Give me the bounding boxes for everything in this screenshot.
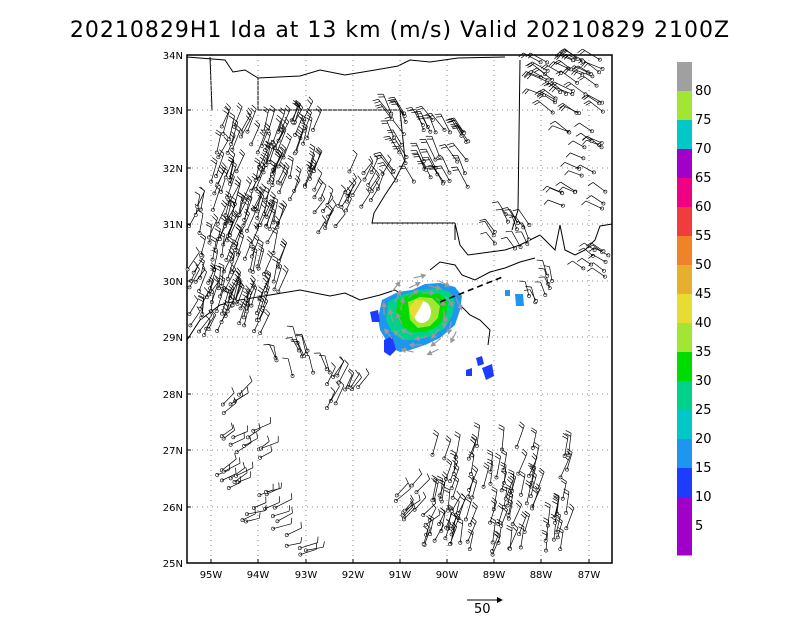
lat-label: 25N bbox=[163, 559, 183, 570]
storm-wind-vectors bbox=[381, 273, 463, 356]
colorbar-swatch bbox=[677, 526, 692, 556]
colorbar-label: 40 bbox=[695, 316, 712, 331]
colorbar-swatch bbox=[677, 352, 692, 382]
colorbar-label: 60 bbox=[695, 200, 712, 215]
colorbar-swatch bbox=[677, 410, 692, 440]
colorbar-swatch bbox=[677, 381, 692, 411]
colorbar-swatch bbox=[677, 468, 692, 498]
lat-label: 26N bbox=[163, 503, 183, 514]
colorbar-labels: 80 75 70 65 60 55 50 45 40 35 30 25 20 15 10 5 bbox=[695, 84, 712, 534]
lat-label: 33N bbox=[163, 106, 183, 117]
lat-label: 27N bbox=[163, 446, 183, 457]
colorbar-label: 20 bbox=[695, 432, 712, 447]
colorbar-swatch bbox=[677, 120, 692, 150]
storm-track bbox=[439, 275, 506, 303]
colorbar-label: 30 bbox=[695, 374, 712, 389]
lat-label: 32N bbox=[163, 164, 183, 175]
colorbar-label: 10 bbox=[695, 490, 712, 505]
colorbar-label: 65 bbox=[695, 171, 712, 186]
lat-label: 31N bbox=[163, 220, 183, 231]
lon-label: 92W bbox=[342, 570, 365, 581]
colorbar-swatch bbox=[677, 265, 692, 295]
colorbar-label: 80 bbox=[695, 84, 712, 99]
lon-label: 95W bbox=[200, 570, 223, 581]
lon-label: 90W bbox=[436, 570, 459, 581]
colorbar-swatch bbox=[677, 323, 692, 353]
lon-label: 94W bbox=[247, 570, 270, 581]
lat-label: 30N bbox=[163, 277, 183, 288]
lon-label: 91W bbox=[389, 570, 412, 581]
lon-label: 89W bbox=[483, 570, 506, 581]
colorbar-swatch bbox=[677, 294, 692, 324]
colorbar-swatch bbox=[677, 236, 692, 266]
colorbar-swatch bbox=[677, 178, 692, 208]
wind-barbs bbox=[185, 48, 611, 557]
colorbar-label: 5 bbox=[695, 519, 703, 534]
colorbar-label: 45 bbox=[695, 287, 712, 302]
colorbar-swatch bbox=[677, 62, 692, 92]
colorbar-label: 50 bbox=[695, 258, 712, 273]
reference-vector-label: 50 bbox=[474, 602, 491, 617]
longitude-labels: 95W 94W 93W 92W 91W 90W 89W 88W 87W bbox=[200, 559, 601, 581]
lat-label: 34N bbox=[163, 51, 183, 62]
lat-label: 28N bbox=[163, 390, 183, 401]
colorbar-swatches bbox=[677, 62, 692, 556]
colorbar-swatch bbox=[677, 497, 692, 527]
colorbar-swatch bbox=[677, 439, 692, 469]
plot-title: 20210829H1 Ida at 13 km (m/s) Valid 2021… bbox=[69, 18, 731, 43]
latitude-labels: 34N 33N 32N 31N 30N 29N 28N 27N 26N 25N bbox=[163, 51, 191, 570]
colorbar-label: 15 bbox=[695, 461, 712, 476]
colorbar-swatch bbox=[677, 207, 692, 237]
lon-label: 93W bbox=[295, 570, 318, 581]
colorbar-label: 25 bbox=[695, 403, 712, 418]
colorbar-swatch bbox=[677, 91, 692, 121]
reference-vector: 50 bbox=[467, 597, 503, 617]
colorbar-label: 55 bbox=[695, 229, 712, 244]
colorbar-label: 70 bbox=[695, 142, 712, 157]
colorbar-label: 35 bbox=[695, 345, 712, 360]
lon-label: 88W bbox=[530, 570, 553, 581]
lat-label: 29N bbox=[163, 333, 183, 344]
colorbar-label: 75 bbox=[695, 113, 712, 128]
colorbar-swatch bbox=[677, 149, 692, 179]
lon-label: 87W bbox=[578, 570, 601, 581]
